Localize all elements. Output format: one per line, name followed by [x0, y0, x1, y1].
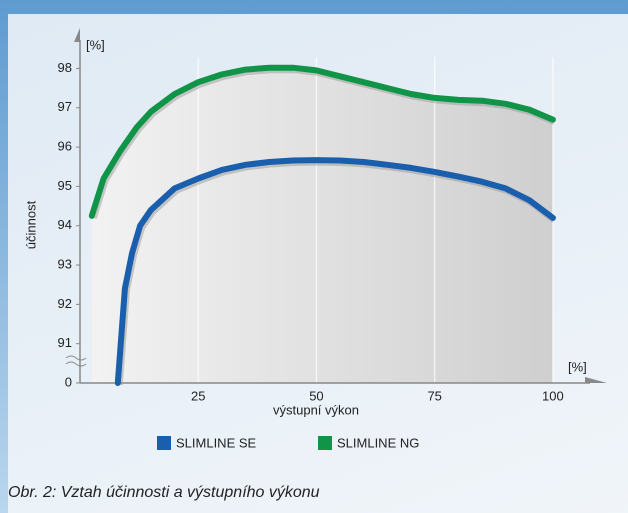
legend-swatch	[157, 436, 171, 450]
x-tick-label: 75	[427, 388, 441, 403]
legend-swatch	[318, 436, 332, 450]
y-tick-label: 96	[58, 139, 72, 154]
x-unit: [%]	[568, 359, 587, 374]
y-tick-label: 92	[58, 296, 72, 311]
x-label: výstupní výkon	[273, 402, 359, 417]
y-tick-label: 95	[58, 178, 72, 193]
caption: Obr. 2: Vztah účinnosti a výstupního výk…	[8, 484, 320, 501]
legend-label: SLIMLINE SE	[176, 435, 257, 450]
y-tick-label: 91	[58, 335, 72, 350]
y-unit: [%]	[86, 37, 105, 52]
area-shade	[92, 68, 553, 383]
y-tick-label: 94	[58, 217, 72, 232]
y-tick-label: 93	[58, 256, 72, 271]
x-tick-label: 50	[309, 388, 323, 403]
y-tick-label: 97	[58, 99, 72, 114]
x-tick-label: 25	[191, 388, 205, 403]
y-label: účinnost	[23, 200, 38, 249]
legend-label: SLIMLINE NG	[337, 435, 419, 450]
chart: [%] [%] účinnost výstupní výkon Obr. 2: …	[0, 0, 628, 513]
x-tick-label: 100	[542, 388, 564, 403]
y-tick-label: 0	[65, 374, 72, 389]
y-tick-label: 98	[58, 60, 72, 75]
